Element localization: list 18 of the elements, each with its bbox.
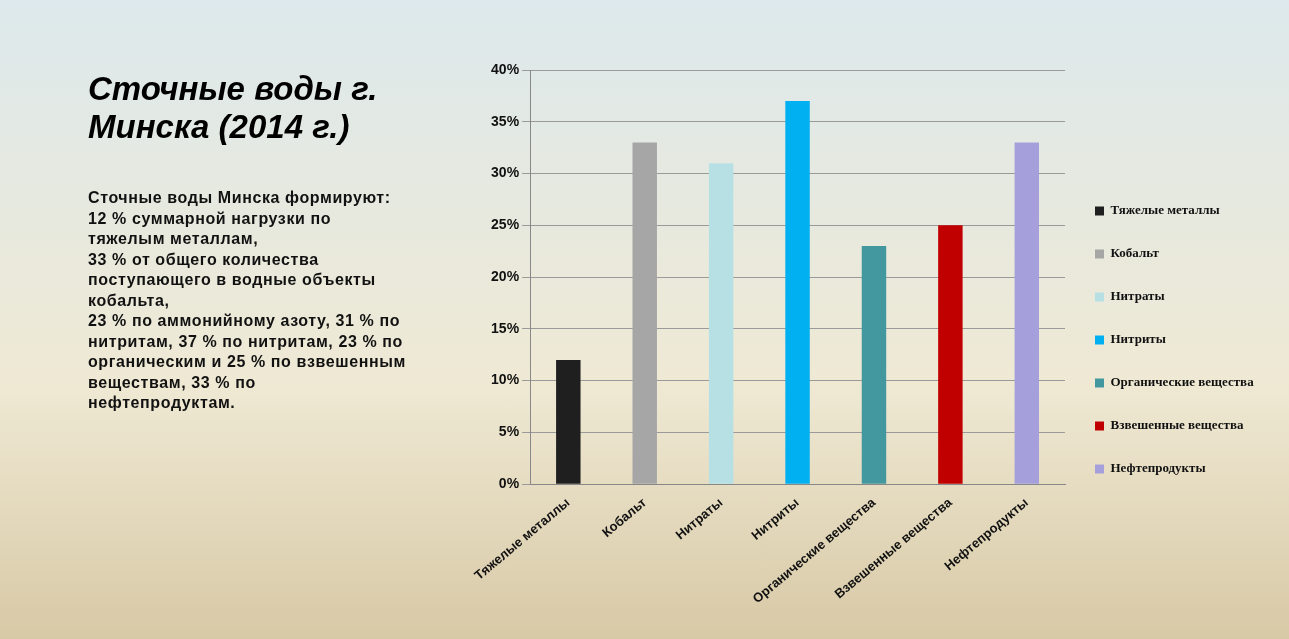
y-tick-label: 0% xyxy=(498,474,520,491)
y-tick-label: 20% xyxy=(491,267,520,284)
y-tick-label: 40% xyxy=(491,60,520,77)
y-tick-label: 10% xyxy=(491,371,520,388)
y-tick-label: 30% xyxy=(491,164,520,181)
y-tick-label: 5% xyxy=(498,423,520,440)
legend-label: Нитриты xyxy=(1110,331,1166,347)
y-tick-label: 35% xyxy=(491,112,520,129)
legend-label: Органические вещества xyxy=(1110,374,1255,390)
legend-label: Кобальт xyxy=(1110,245,1160,261)
text: Сточные воды г. Минска (2014 г.) xyxy=(88,70,379,146)
y-tick-label: 25% xyxy=(491,216,520,233)
text: Сточные воды Минска формируют: 12 % суммарной нагрузки по тяжелым металлам, 33 % от общего количества поступающего в водные объекты кобальта, 23 % по аммонийному азоту, 31 % по нитритам, 37 % по нитритам, 23 % по органическим и 25 % по взвешенным веществам, 33 % по нефтепродуктам. xyxy=(88,189,406,411)
legend-label: Взвешенные вещества xyxy=(1110,417,1244,433)
legend-label: Нефтепродукты xyxy=(1110,460,1206,476)
legend-label: Тяжелые металлы xyxy=(1110,202,1220,218)
legend-label: Нитраты xyxy=(1110,288,1165,304)
y-tick-label: 15% xyxy=(491,319,520,336)
